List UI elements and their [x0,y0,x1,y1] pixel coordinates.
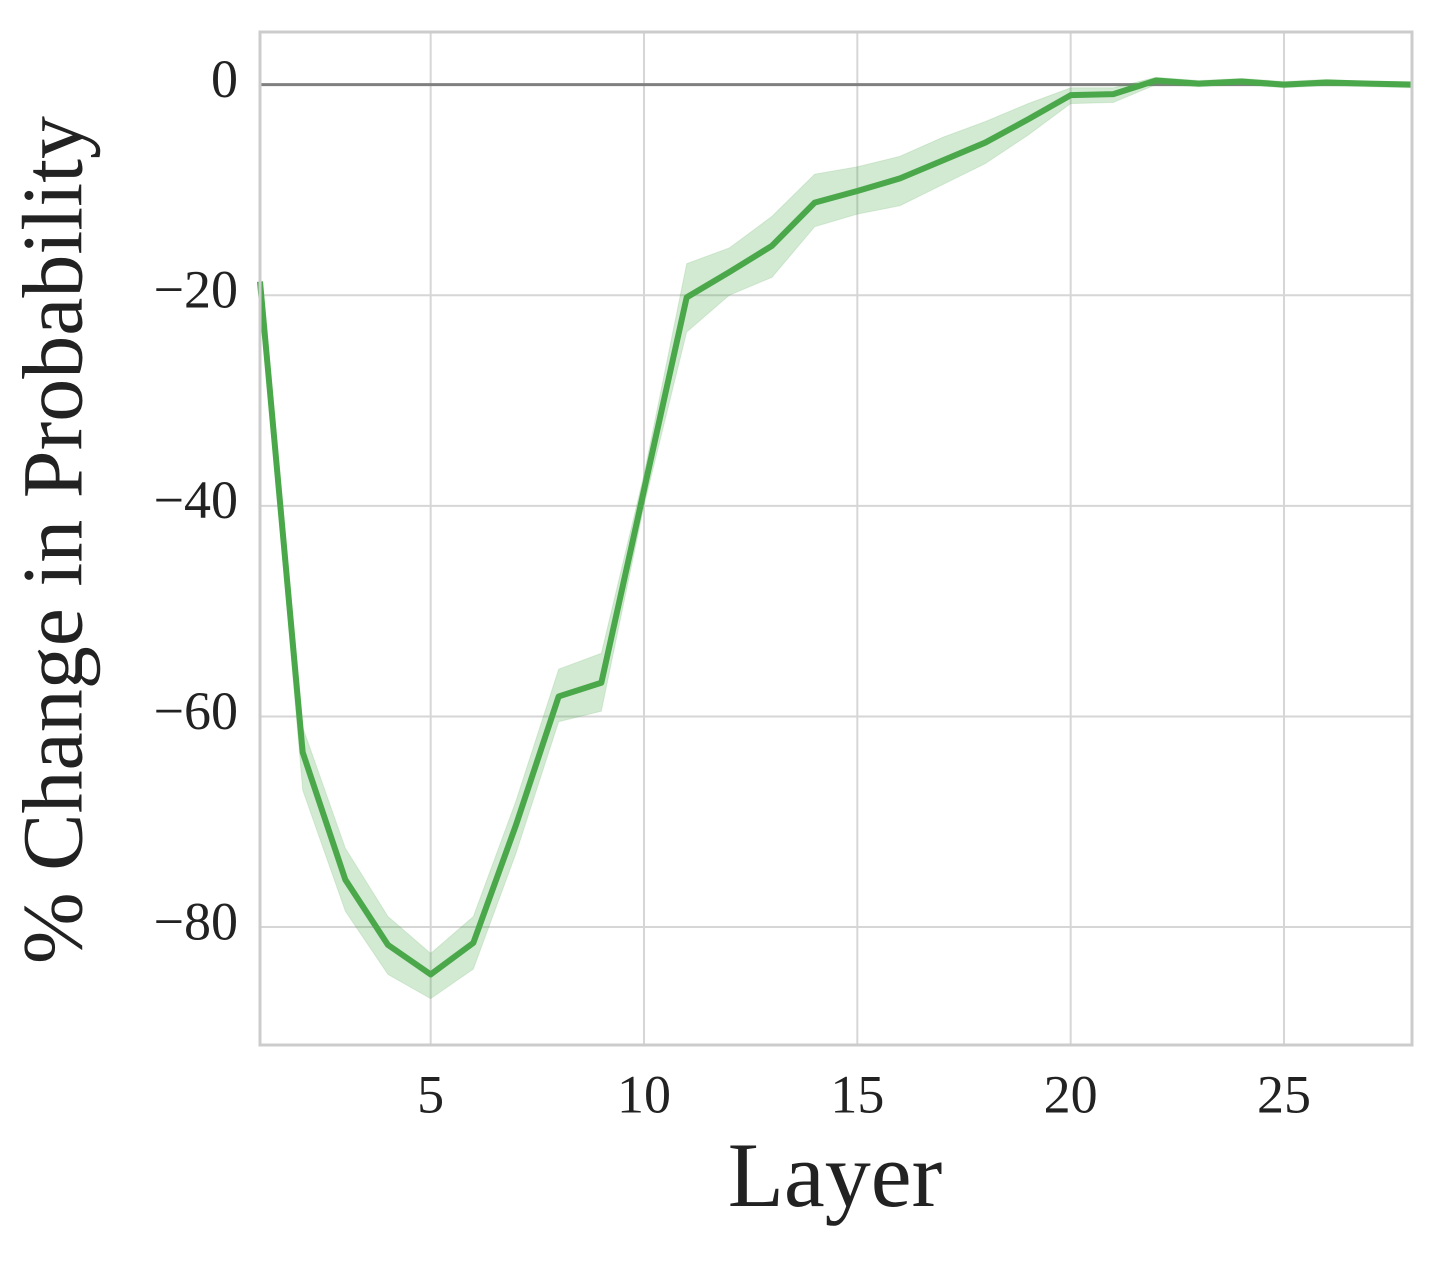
x-tick-label: 20 [1044,1064,1098,1124]
y-tick-label: −40 [154,470,238,530]
x-tick-label: 5 [417,1064,444,1124]
confidence-band [259,76,1413,1000]
plot-frame [258,30,1414,1047]
line [257,77,1413,978]
y-tick-label: −80 [154,891,238,951]
x-axis-label: Layer [728,1124,943,1226]
y-tick-label: 0 [211,49,238,109]
y-tick-label: −60 [154,681,238,741]
x-tick-label: 10 [617,1064,671,1124]
y-axis-label: % Change in Probability [5,116,101,964]
x-tick-label: 25 [1257,1064,1311,1124]
y-tick-label: −20 [154,260,238,320]
x-tick-label: 15 [830,1064,884,1124]
